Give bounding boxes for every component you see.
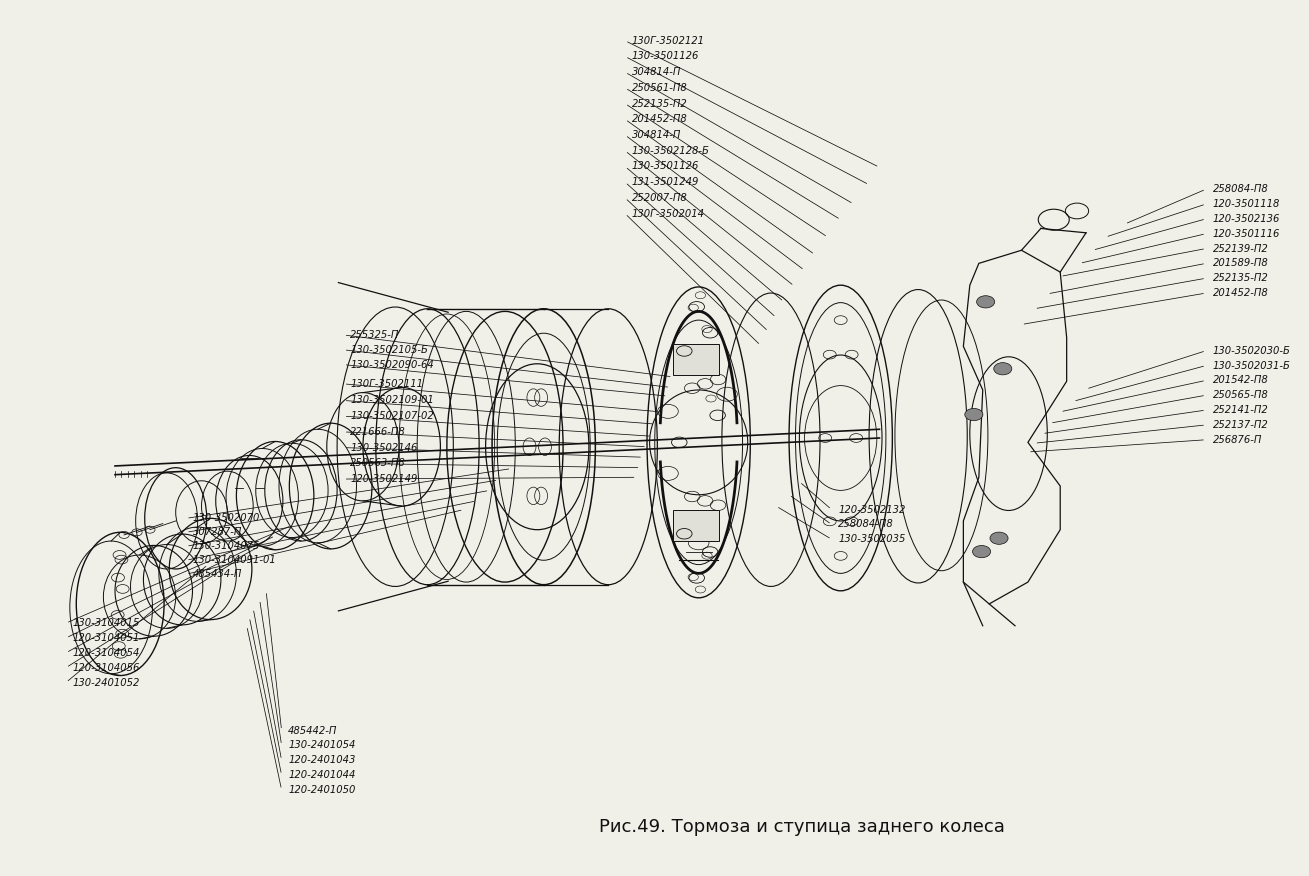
Text: 255325-П: 255325-П xyxy=(350,330,399,340)
Text: 120-2401043: 120-2401043 xyxy=(288,755,356,766)
Text: 120-3104051: 120-3104051 xyxy=(72,633,140,643)
Text: 252007-П8: 252007-П8 xyxy=(631,193,687,203)
Text: 304814-П: 304814-П xyxy=(631,130,681,140)
Text: 130-3104075: 130-3104075 xyxy=(192,541,260,551)
FancyBboxPatch shape xyxy=(673,510,720,541)
Text: 307287-П: 307287-П xyxy=(192,527,242,537)
Text: 120-3502132: 120-3502132 xyxy=(838,505,906,514)
Text: 258084-П8: 258084-П8 xyxy=(1212,184,1268,194)
Circle shape xyxy=(994,363,1012,375)
Circle shape xyxy=(965,408,983,420)
Text: 130-3502128-Б: 130-3502128-Б xyxy=(631,145,709,156)
Text: 252139-П2: 252139-П2 xyxy=(1212,244,1268,253)
Text: 130Г-3502121: 130Г-3502121 xyxy=(631,36,704,46)
Text: 130-2401054: 130-2401054 xyxy=(288,740,356,751)
Text: 130-3502107-02: 130-3502107-02 xyxy=(350,411,433,421)
Text: 130-3502109-01: 130-3502109-01 xyxy=(350,395,433,406)
Text: 256876-П: 256876-П xyxy=(1212,434,1262,445)
Text: 130Г-3502111: 130Г-3502111 xyxy=(350,378,423,389)
Text: 130-3502105-Б: 130-3502105-Б xyxy=(350,345,428,355)
Text: 130Г-3502014: 130Г-3502014 xyxy=(631,208,704,219)
Text: 252135-П2: 252135-П2 xyxy=(631,99,687,109)
Text: 120-3501118: 120-3501118 xyxy=(1212,199,1280,209)
Text: 120-2401050: 120-2401050 xyxy=(288,785,356,795)
Text: 485442-П: 485442-П xyxy=(288,725,338,736)
Text: 120-3502136: 120-3502136 xyxy=(1212,214,1280,224)
Text: 201542-П8: 201542-П8 xyxy=(1212,376,1268,385)
Text: 201452-П8: 201452-П8 xyxy=(1212,288,1268,298)
Circle shape xyxy=(990,532,1008,544)
Text: 252135-П2: 252135-П2 xyxy=(1212,273,1268,283)
Text: 130-3502035: 130-3502035 xyxy=(838,534,906,544)
Text: 131-3501249: 131-3501249 xyxy=(631,177,699,187)
Text: 130-3502030-Б: 130-3502030-Б xyxy=(1212,346,1291,356)
Text: 130-3104091-01: 130-3104091-01 xyxy=(192,555,276,565)
Circle shape xyxy=(977,296,995,308)
Text: 130-3502146: 130-3502146 xyxy=(350,442,418,453)
Text: 252141-П2: 252141-П2 xyxy=(1212,405,1268,415)
Circle shape xyxy=(973,546,991,558)
Text: Рис.49. Тормоза и ступица заднего колеса: Рис.49. Тормоза и ступица заднего колеса xyxy=(600,817,1005,836)
Text: 252137-П2: 252137-П2 xyxy=(1212,420,1268,430)
Text: 130-3502031-Б: 130-3502031-Б xyxy=(1212,361,1291,371)
Text: 201589-П8: 201589-П8 xyxy=(1212,258,1268,268)
Text: 258084-П8: 258084-П8 xyxy=(838,519,894,529)
Text: 130-3501126: 130-3501126 xyxy=(631,52,699,61)
Text: 130-3104015: 130-3104015 xyxy=(72,618,140,628)
Text: 130-3501126: 130-3501126 xyxy=(631,161,699,172)
Text: 250561-П8: 250561-П8 xyxy=(631,83,687,93)
Text: 120-3502149: 120-3502149 xyxy=(350,474,418,484)
Text: 130-2401052: 130-2401052 xyxy=(72,677,140,688)
Text: 304814-П: 304814-П xyxy=(631,67,681,77)
Text: 130-3502070: 130-3502070 xyxy=(192,513,260,523)
Text: 120-2401044: 120-2401044 xyxy=(288,770,356,780)
Text: 485434-П: 485434-П xyxy=(192,569,242,579)
Text: 221666-П8: 221666-П8 xyxy=(350,427,406,437)
Text: 120-3501116: 120-3501116 xyxy=(1212,229,1280,238)
FancyBboxPatch shape xyxy=(673,343,720,375)
Text: 201452-П8: 201452-П8 xyxy=(631,114,687,124)
Text: 250563-П8: 250563-П8 xyxy=(350,458,406,469)
Text: 250565-П8: 250565-П8 xyxy=(1212,390,1268,400)
Text: 130-3502090-64: 130-3502090-64 xyxy=(350,360,433,370)
Text: 120-3104054: 120-3104054 xyxy=(72,648,140,658)
Text: 120-3104056: 120-3104056 xyxy=(72,662,140,673)
